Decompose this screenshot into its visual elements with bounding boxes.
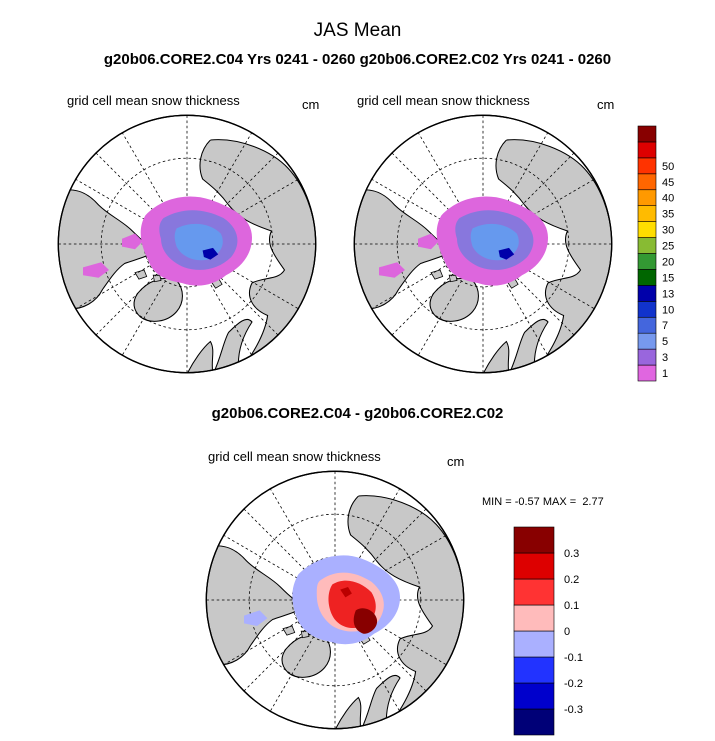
main-swatch	[637, 253, 657, 270]
max-value: 2.77	[582, 496, 604, 508]
colorbar-diff: -0.3 -0.2 -0.1 0 0.1 0.2 0.3	[513, 526, 583, 736]
figure-title: JAS Mean	[313, 20, 402, 41]
diff-tick-label: 0.1	[564, 600, 579, 612]
diff-tick-label: -0.3	[564, 704, 583, 716]
main-tick-label: 50	[662, 161, 674, 173]
main-tick-label: 45	[662, 177, 674, 189]
main-tick-label: 13	[662, 288, 674, 300]
main-swatch	[637, 348, 657, 366]
main-tick-label: 5	[662, 336, 668, 348]
diff-swatch	[513, 682, 555, 710]
main-swatch	[637, 316, 657, 334]
panel2-units: cm	[597, 97, 615, 112]
main-swatch	[637, 173, 657, 191]
diff-swatch	[513, 630, 555, 658]
main-tick-label: 10	[662, 304, 674, 316]
diff-swatch	[513, 656, 555, 684]
min-value: -0.57	[514, 496, 540, 508]
main-swatch	[637, 189, 657, 206]
diff-min-max: MIN = -0.57 MAX = 2.77	[482, 496, 604, 508]
panel3-units: cm	[447, 454, 465, 469]
map-panel-1	[57, 114, 317, 374]
main-tick-label: 1	[662, 368, 668, 380]
diff-tick-label: -0.2	[564, 678, 583, 690]
main-swatch	[637, 125, 657, 143]
main-tick-label: 40	[662, 193, 674, 205]
diff-tick-label: 0	[564, 626, 570, 638]
main-swatch	[637, 364, 657, 382]
diff-swatch	[513, 578, 555, 606]
diff-swatch	[513, 526, 555, 554]
diff-swatch	[513, 708, 555, 736]
panel1-units: cm	[302, 97, 320, 112]
diff-swatch	[513, 604, 555, 632]
main-tick-label: 25	[662, 241, 674, 253]
min-label: MIN =	[482, 496, 512, 508]
map-panel-2	[353, 114, 613, 374]
difference-title: g20b06.CORE2.C04 - g20b06.CORE2.C02	[211, 405, 504, 422]
main-swatch	[637, 285, 657, 302]
main-swatch	[637, 157, 657, 175]
main-tick-label: 35	[662, 209, 674, 221]
panel2-label: grid cell mean snow thickness	[357, 93, 530, 108]
main-swatch	[637, 269, 657, 286]
main-swatch	[637, 221, 657, 238]
diff-tick-label: -0.1	[564, 652, 583, 664]
panel3-label: grid cell mean snow thickness	[208, 449, 381, 464]
main-swatch	[637, 141, 657, 159]
main-swatch	[637, 301, 657, 318]
main-tick-label: 3	[662, 352, 668, 364]
main-tick-label: 7	[662, 320, 668, 332]
panel1-label: grid cell mean snow thickness	[67, 93, 240, 108]
diff-tick-label: 0.3	[564, 548, 579, 560]
main-tick-label: 30	[662, 225, 674, 237]
diff-tick-label: 0.2	[564, 574, 579, 586]
main-tick-label: 15	[662, 272, 674, 284]
main-tick-label: 20	[662, 256, 674, 268]
main-swatch	[637, 237, 657, 254]
map-panel-diff	[205, 470, 465, 730]
main-swatch	[637, 205, 657, 222]
max-label: MAX =	[542, 496, 577, 508]
diff-swatch	[513, 552, 555, 580]
main-swatch	[637, 332, 657, 350]
runs-subtitle: g20b06.CORE2.C04 Yrs 0241 - 0260 g20b06.…	[103, 51, 612, 68]
